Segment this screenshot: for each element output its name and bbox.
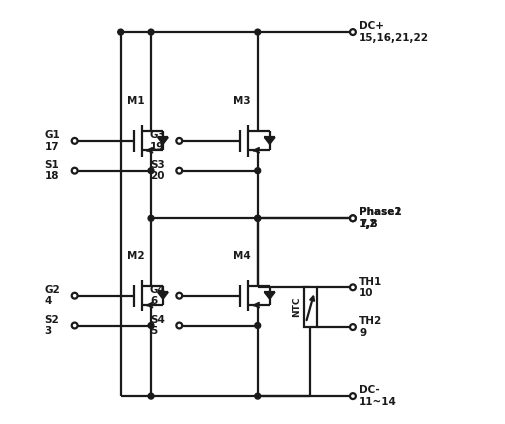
Circle shape xyxy=(118,29,124,35)
Polygon shape xyxy=(264,137,275,144)
Text: G3
19: G3 19 xyxy=(150,130,166,152)
Text: M3: M3 xyxy=(233,96,251,106)
Circle shape xyxy=(148,29,154,35)
Polygon shape xyxy=(158,137,168,144)
Text: S3
20: S3 20 xyxy=(150,160,165,181)
Circle shape xyxy=(350,215,356,221)
Circle shape xyxy=(72,168,78,173)
Circle shape xyxy=(176,293,182,298)
Text: Phase2
7,8: Phase2 7,8 xyxy=(359,207,402,229)
Circle shape xyxy=(148,393,154,399)
Text: TH1
10: TH1 10 xyxy=(359,276,382,298)
Polygon shape xyxy=(264,292,275,299)
Text: M2: M2 xyxy=(127,251,144,260)
Circle shape xyxy=(350,324,356,330)
Circle shape xyxy=(148,323,154,329)
Text: NTC: NTC xyxy=(292,297,301,318)
Circle shape xyxy=(255,168,261,173)
Circle shape xyxy=(176,138,182,144)
Circle shape xyxy=(176,323,182,329)
Text: G2
4: G2 4 xyxy=(44,285,60,307)
Polygon shape xyxy=(158,292,168,299)
Circle shape xyxy=(255,323,261,329)
Circle shape xyxy=(72,293,78,298)
Bar xyxy=(304,287,317,327)
Circle shape xyxy=(255,393,261,399)
Text: DC+
15,16,21,22: DC+ 15,16,21,22 xyxy=(359,21,429,43)
Circle shape xyxy=(176,168,182,173)
Text: DC-
11~14: DC- 11~14 xyxy=(359,385,397,407)
Text: TH2
9: TH2 9 xyxy=(359,316,382,338)
Text: S4
5: S4 5 xyxy=(150,315,165,336)
Circle shape xyxy=(350,29,356,35)
Circle shape xyxy=(148,215,154,221)
Text: S2
3: S2 3 xyxy=(44,315,59,336)
Text: G4
6: G4 6 xyxy=(150,285,166,307)
Circle shape xyxy=(255,29,261,35)
Text: Phase1
1,2: Phase1 1,2 xyxy=(359,207,402,229)
Circle shape xyxy=(72,323,78,329)
Circle shape xyxy=(255,215,261,221)
Circle shape xyxy=(255,215,261,221)
Text: M4: M4 xyxy=(233,251,251,260)
Circle shape xyxy=(350,285,356,290)
Text: M1: M1 xyxy=(127,96,144,106)
Circle shape xyxy=(350,393,356,399)
Circle shape xyxy=(72,138,78,144)
Text: S1
18: S1 18 xyxy=(44,160,59,181)
Circle shape xyxy=(350,215,356,221)
Circle shape xyxy=(148,168,154,173)
Text: G1
17: G1 17 xyxy=(44,130,60,152)
